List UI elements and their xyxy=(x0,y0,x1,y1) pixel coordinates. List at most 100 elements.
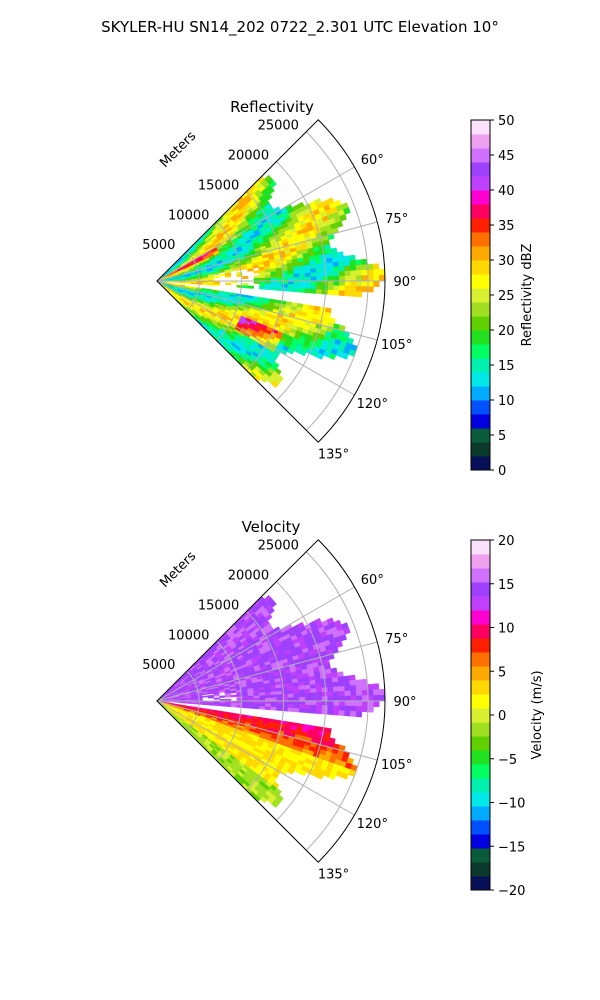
range-tick-label: 5000 xyxy=(142,238,175,253)
radar-gate xyxy=(207,703,215,706)
colorbar-segment xyxy=(471,386,490,401)
radar-gate xyxy=(373,694,380,702)
radar-gate xyxy=(219,273,226,277)
radar-gate xyxy=(378,274,386,282)
radar-gate xyxy=(298,689,306,694)
radar-gate xyxy=(267,607,275,615)
colorbar-segment xyxy=(471,274,490,289)
radar-gate xyxy=(202,695,209,698)
radar-gate xyxy=(230,704,237,708)
azimuth-spoke xyxy=(156,700,355,816)
azimuth-tick-label: 120° xyxy=(357,397,388,412)
radar-gate xyxy=(331,672,339,679)
radar-gate xyxy=(333,705,340,711)
radar-gate xyxy=(331,252,339,259)
radar-gate xyxy=(344,265,351,272)
radar-gate xyxy=(333,275,340,282)
radar-gate xyxy=(310,288,317,294)
radar-gate xyxy=(338,270,346,277)
radar-gate xyxy=(327,705,334,711)
radar-gate xyxy=(298,349,307,357)
radar-gate xyxy=(287,277,295,282)
range-tick-label: 20000 xyxy=(228,149,269,164)
radar-gate xyxy=(315,709,323,715)
radar-gate xyxy=(321,276,329,282)
radar-gate xyxy=(310,280,317,286)
radar-gate xyxy=(335,220,344,228)
radar-gate xyxy=(335,640,344,648)
radar-gate xyxy=(339,700,346,707)
radar-gate xyxy=(343,255,350,262)
radar-gate xyxy=(372,683,380,690)
radar-gate xyxy=(224,274,232,278)
radar-gate xyxy=(350,275,357,282)
radar-gate xyxy=(276,703,283,708)
radar-gate xyxy=(299,284,306,290)
colorbar-segment xyxy=(471,442,490,457)
colorbar-segment xyxy=(471,288,490,303)
radar-gate xyxy=(173,281,181,284)
radar-gate xyxy=(327,691,334,697)
radar-gate xyxy=(299,276,306,282)
radar-gate xyxy=(378,688,386,696)
radar-gate xyxy=(275,267,283,272)
radar-gate xyxy=(338,285,346,292)
radar-gate xyxy=(350,285,357,292)
radar-gate xyxy=(276,274,283,279)
radar-gate xyxy=(287,697,295,702)
azimuth-tick-label: 90° xyxy=(393,695,416,710)
radar-gate xyxy=(339,634,347,642)
radar-gate xyxy=(190,282,198,285)
colorbar-tick-label: 30 xyxy=(498,254,515,269)
radar-gate xyxy=(355,270,363,277)
radar-gate xyxy=(207,283,215,286)
radar-gate xyxy=(350,280,357,287)
radar-gate xyxy=(310,692,317,698)
radar-gate xyxy=(333,285,340,291)
colorbar-tick-label: 15 xyxy=(498,359,515,374)
radar-gate xyxy=(271,800,279,809)
colorbar-segment xyxy=(471,148,490,163)
azimuth-spoke xyxy=(156,166,355,282)
radar-gate xyxy=(355,264,363,271)
radar-gate xyxy=(253,705,260,710)
radar-gate xyxy=(355,259,362,266)
radar-gate xyxy=(355,679,362,686)
radar-gate xyxy=(338,681,345,687)
radar-gate xyxy=(332,681,340,688)
radar-gate xyxy=(293,697,300,702)
radar-gate xyxy=(344,685,351,692)
azimuth-spoke xyxy=(156,641,378,702)
radar-gate xyxy=(304,276,312,282)
radar-gate xyxy=(361,275,369,282)
radar-gate xyxy=(361,684,368,691)
figure-title: SKYLER-HU SN14_202 0722_2.301 UTC Elevat… xyxy=(101,18,499,37)
radar-gate xyxy=(213,697,220,700)
sector-frame xyxy=(156,119,386,443)
radar-gate xyxy=(361,689,369,696)
radar-gate xyxy=(378,268,386,276)
azimuth-tick-label: 60° xyxy=(361,153,384,168)
colorbar-segment xyxy=(471,316,490,331)
radar-gate xyxy=(309,679,316,686)
radar-gate xyxy=(269,180,277,188)
radar-gate xyxy=(355,291,363,298)
radar-gate xyxy=(269,600,277,608)
radar-gate xyxy=(349,710,357,717)
radar-gate xyxy=(332,686,340,693)
radar-gate xyxy=(267,187,275,195)
radar-gate xyxy=(350,700,357,707)
radar-gate xyxy=(339,214,347,222)
radar-gate xyxy=(344,280,352,287)
radar-gate xyxy=(321,700,329,706)
azimuth-spoke xyxy=(156,700,378,761)
radar-gate xyxy=(287,693,295,698)
radar-gate xyxy=(287,700,295,705)
radar-gate xyxy=(224,704,232,708)
radar-gate xyxy=(304,272,312,278)
radar-gate xyxy=(286,768,295,775)
radar-gate xyxy=(355,285,363,292)
radar-gate xyxy=(310,272,317,278)
radar-gate xyxy=(350,695,357,702)
radar-gate xyxy=(310,708,317,714)
